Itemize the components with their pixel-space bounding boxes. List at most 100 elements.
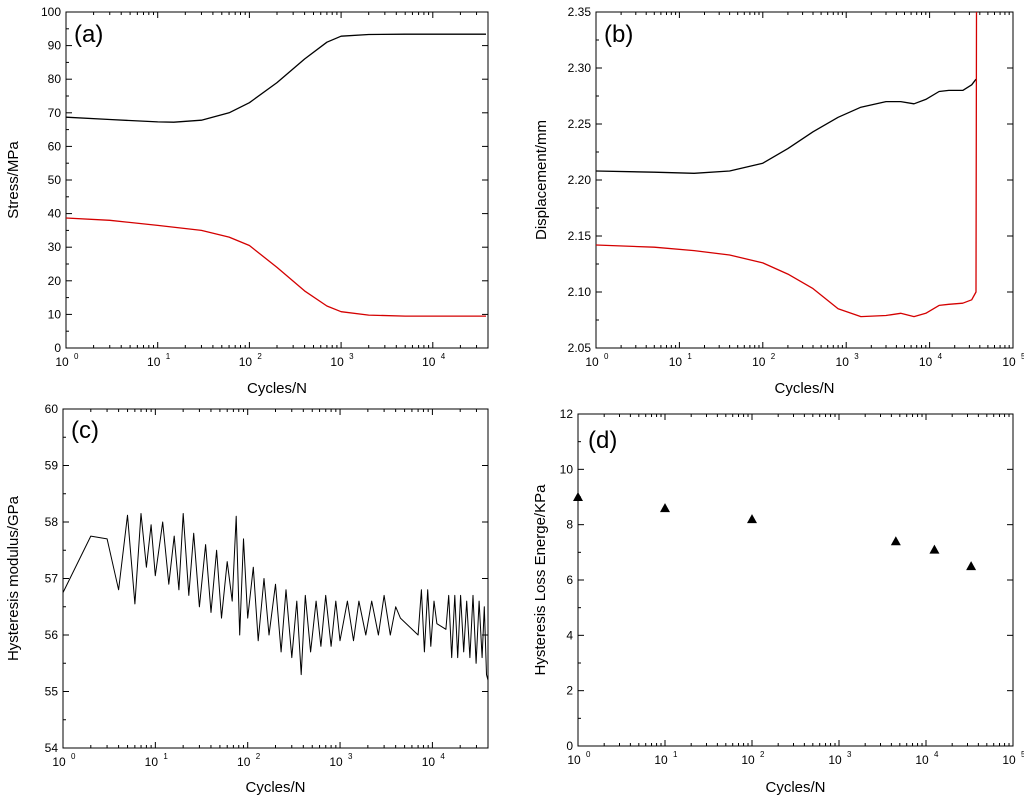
y-tick-label: 0 [566,739,573,753]
y-tick-label: 0 [54,341,61,355]
series-line-1 [62,513,489,681]
x-tick-label: 10 [654,753,668,767]
x-axis-title: Cycles/N [765,779,825,796]
x-tick-exponent: 3 [348,752,353,761]
plot-frame [595,11,1014,349]
x-tick-exponent: 4 [938,352,943,361]
x-axis-title: Cycles/N [247,380,307,397]
x-tick-exponent: 5 [1021,352,1024,361]
y-tick-label: 50 [48,173,62,187]
plot-frame [65,11,489,349]
y-tick-label: 2.15 [568,229,592,243]
y-tick-label: 2.35 [568,5,592,19]
y-tick-label: 70 [48,106,62,120]
x-tick-label: 10 [237,755,251,769]
y-tick-label: 12 [560,407,574,421]
x-tick-label: 10 [52,755,66,769]
x-tick-label: 10 [145,755,159,769]
x-tick-exponent: 4 [934,750,939,759]
x-tick-exponent: 1 [673,750,678,759]
x-tick-exponent: 5 [1021,750,1024,759]
panel-label: (b) [604,21,633,48]
series-line-1 [65,33,486,123]
x-tick-label: 10 [741,753,755,767]
x-tick-label: 10 [836,355,850,369]
x-tick-label: 10 [752,355,766,369]
y-tick-label: 2.20 [568,173,592,187]
x-tick-label: 10 [422,355,436,369]
y-tick-label: 80 [48,72,62,86]
x-tick-exponent: 0 [71,752,76,761]
x-tick-exponent: 2 [760,750,765,759]
data-point-triangle [573,492,583,501]
series-line-1 [595,78,977,174]
y-tick-label: 20 [48,274,62,288]
x-tick-label: 10 [585,355,599,369]
x-tick-label: 10 [329,755,343,769]
y-tick-label: 60 [45,402,59,416]
y-tick-label: 10 [48,307,62,321]
y-axis-title: Displacement/mm [533,120,550,240]
x-tick-exponent: 2 [257,352,262,361]
x-tick-label: 10 [919,355,933,369]
x-tick-label: 10 [1002,355,1016,369]
y-axis-title: Hysteresis Loss Energe/KPa [532,484,549,676]
y-tick-label: 2.25 [568,117,592,131]
y-tick-label: 54 [45,741,59,755]
x-tick-label: 10 [915,753,929,767]
y-tick-label: 2 [566,684,573,698]
y-tick-label: 55 [45,685,59,699]
y-tick-label: 2.05 [568,341,592,355]
y-tick-label: 2.30 [568,61,592,75]
x-tick-label: 10 [828,753,842,767]
x-tick-exponent: 3 [847,750,852,759]
y-tick-label: 59 [45,459,59,473]
x-tick-exponent: 4 [441,352,446,361]
y-tick-label: 90 [48,39,62,53]
x-tick-exponent: 0 [604,352,609,361]
x-tick-label: 10 [567,753,581,767]
x-axis-title: Cycles/N [774,380,834,397]
x-tick-exponent: 2 [771,352,776,361]
data-point-triangle [966,561,977,571]
x-tick-exponent: 0 [74,352,79,361]
y-tick-label: 100 [41,5,61,19]
x-tick-exponent: 0 [586,750,591,759]
data-point-triangle [929,544,940,554]
plot-frame [577,413,1014,747]
x-tick-label: 10 [422,755,436,769]
data-point-triangle [890,536,901,546]
series-line-2 [595,11,978,318]
x-tick-label: 10 [330,355,344,369]
x-tick-exponent: 3 [349,352,354,361]
y-tick-label: 4 [566,628,573,642]
y-tick-label: 6 [566,573,573,587]
x-tick-exponent: 2 [256,752,261,761]
data-point-triangle [660,503,670,513]
x-tick-exponent: 3 [854,352,859,361]
x-tick-label: 10 [669,355,683,369]
panel-label: (a) [74,21,103,48]
panel-label: (d) [588,427,617,454]
y-tick-label: 57 [45,572,59,586]
y-tick-label: 10 [560,462,574,476]
x-axis-title: Cycles/N [245,779,305,796]
x-tick-exponent: 4 [440,752,445,761]
y-tick-label: 2.10 [568,285,592,299]
y-tick-label: 56 [45,628,59,642]
y-axis-title: Hysteresis modulus/GPa [5,495,22,661]
x-tick-exponent: 1 [163,752,168,761]
y-axis-title: Stress/MPa [5,141,22,219]
y-tick-label: 40 [48,207,62,221]
y-tick-label: 58 [45,515,59,529]
x-tick-label: 10 [147,355,161,369]
plot-frame [62,408,489,749]
data-point-triangle [747,514,757,524]
panel-b: 2.05 2.10 2.15 2.20 2.25 2.30 2.35 10 0 10 1 10 2 10 3… [533,5,1024,397]
x-tick-label: 10 [239,355,253,369]
x-tick-exponent: 1 [687,352,692,361]
x-tick-exponent: 1 [166,352,171,361]
